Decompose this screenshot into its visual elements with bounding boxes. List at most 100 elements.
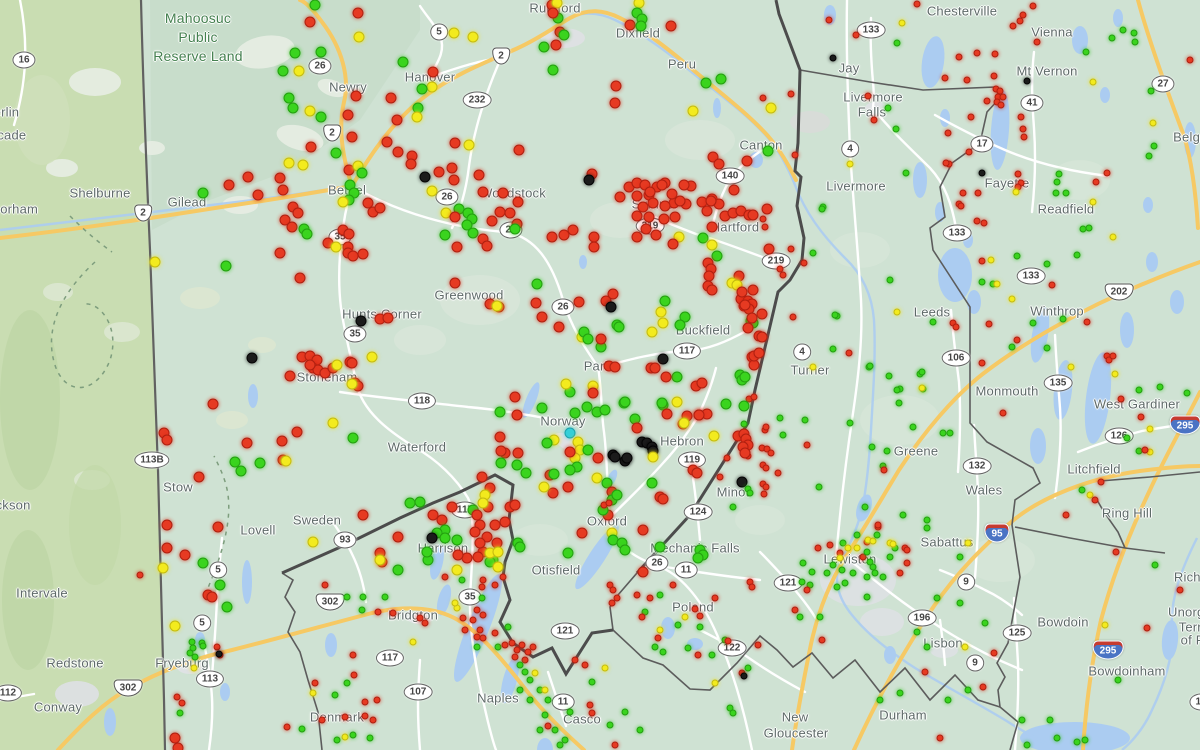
incident-dot-green[interactable] (547, 64, 559, 76)
incident-dot-red[interactable] (654, 634, 662, 642)
incident-dot-yellow[interactable] (366, 351, 378, 363)
incident-dot-green[interactable] (392, 564, 404, 576)
incident-dot-red[interactable] (691, 605, 699, 613)
incident-dot-green[interactable] (315, 46, 327, 58)
incident-dot-red[interactable] (499, 573, 507, 581)
incident-dot-red[interactable] (903, 546, 911, 554)
incident-dot-green[interactable] (816, 613, 824, 621)
incident-dot-green[interactable] (692, 552, 704, 564)
incident-dot-red[interactable] (936, 734, 944, 742)
incident-dot-yellow[interactable] (304, 105, 316, 117)
incident-dot-green[interactable] (1078, 486, 1086, 494)
incident-dot-yellow[interactable] (331, 359, 343, 371)
incident-dot-red[interactable] (588, 709, 596, 717)
incident-dot-green[interactable] (343, 679, 351, 687)
incident-dot-red[interactable] (779, 271, 787, 279)
incident-dot-green[interactable] (893, 386, 901, 394)
incident-dot-yellow[interactable] (157, 562, 169, 574)
incident-dot-red[interactable] (241, 437, 253, 449)
incident-dot-red[interactable] (481, 531, 493, 543)
incident-dot-red[interactable] (1176, 586, 1184, 594)
incident-dot-red[interactable] (494, 431, 506, 443)
incident-dot-red[interactable] (613, 594, 621, 602)
incident-dot-yellow[interactable] (492, 546, 504, 558)
incident-dot-red[interactable] (754, 641, 762, 649)
incident-dot-green[interactable] (599, 404, 611, 416)
incident-dot-red[interactable] (547, 487, 559, 499)
incident-dot-green[interactable] (1073, 251, 1081, 259)
incident-dot-green[interactable] (619, 544, 631, 556)
incident-dot-red[interactable] (742, 322, 754, 334)
incident-dot-green[interactable] (799, 559, 807, 567)
incident-dot-red[interactable] (983, 97, 991, 105)
incident-dot-red[interactable] (291, 426, 303, 438)
incident-dot-red[interactable] (864, 92, 872, 100)
incident-dot-red[interactable] (880, 466, 888, 474)
incident-dot-red[interactable] (1109, 352, 1117, 360)
incident-dot-green[interactable] (659, 295, 671, 307)
incident-dot-red[interactable] (640, 223, 652, 235)
incident-dot-green[interactable] (1043, 260, 1051, 268)
incident-dot-red[interactable] (990, 72, 998, 80)
incident-dot-green[interactable] (1082, 48, 1090, 56)
incident-dot-green[interactable] (548, 468, 560, 480)
incident-dot-green[interactable] (776, 414, 784, 422)
incident-dot-green[interactable] (562, 547, 574, 559)
incident-dot-red[interactable] (491, 581, 499, 589)
incident-dot-green[interactable] (818, 205, 826, 213)
incident-dot-red[interactable] (405, 158, 417, 170)
incident-dot-green[interactable] (1151, 561, 1159, 569)
incident-dot-red[interactable] (973, 217, 981, 225)
incident-dot-green[interactable] (451, 534, 463, 546)
incident-dot-red[interactable] (660, 371, 672, 383)
incident-dot-green[interactable] (863, 593, 871, 601)
incident-dot-green[interactable] (684, 644, 692, 652)
incident-dot-green[interactable] (504, 623, 512, 631)
incident-dot-red[interactable] (959, 189, 967, 197)
incident-dot-red[interactable] (791, 606, 799, 614)
incident-dot-red[interactable] (497, 187, 509, 199)
incident-dot-red[interactable] (449, 277, 461, 289)
incident-dot-red[interactable] (459, 614, 467, 622)
incident-dot-red[interactable] (760, 490, 768, 498)
incident-dot-green[interactable] (541, 437, 553, 449)
incident-dot-red[interactable] (479, 611, 487, 619)
incident-dot-green[interactable] (514, 541, 526, 553)
incident-dot-red[interactable] (421, 619, 429, 627)
incident-dot-red[interactable] (610, 80, 622, 92)
incident-dot-red[interactable] (913, 0, 921, 8)
incident-dot-cyan[interactable] (564, 427, 576, 439)
incident-dot-red[interactable] (546, 231, 558, 243)
incident-dot-red[interactable] (350, 90, 362, 102)
incident-dot-red[interactable] (978, 359, 986, 367)
incident-dot-red[interactable] (512, 196, 524, 208)
incident-dot-green[interactable] (708, 651, 716, 659)
incident-dot-green[interactable] (458, 576, 466, 584)
incident-dot-green[interactable] (846, 419, 854, 427)
incident-dot-green[interactable] (478, 594, 486, 602)
incident-dot-red[interactable] (592, 452, 604, 464)
incident-dot-red[interactable] (741, 155, 753, 167)
incident-dot-red[interactable] (499, 516, 511, 528)
incident-dot-red[interactable] (624, 19, 636, 31)
incident-dot-green[interactable] (711, 250, 723, 262)
incident-dot-green[interactable] (1052, 189, 1060, 197)
incident-dot-green[interactable] (853, 531, 861, 539)
incident-dot-red[interactable] (649, 362, 661, 374)
incident-dot-green[interactable] (191, 653, 199, 661)
incident-dot-red[interactable] (469, 526, 481, 538)
incident-dot-green[interactable] (779, 431, 787, 439)
incident-dot-red[interactable] (381, 136, 393, 148)
incident-dot-green[interactable] (697, 232, 709, 244)
incident-dot-red[interactable] (803, 441, 811, 449)
incident-dot-green[interactable] (199, 642, 207, 650)
incident-dot-red[interactable] (361, 698, 369, 706)
incident-dot-green[interactable] (521, 668, 529, 676)
incident-dot-black[interactable] (583, 174, 595, 186)
incident-dot-green[interactable] (495, 457, 507, 469)
incident-dot-green[interactable] (366, 734, 374, 742)
incident-dot-green[interactable] (873, 531, 881, 539)
incident-dot-yellow[interactable] (987, 256, 995, 264)
incident-dot-red[interactable] (252, 189, 264, 201)
incident-dot-yellow[interactable] (411, 111, 423, 123)
